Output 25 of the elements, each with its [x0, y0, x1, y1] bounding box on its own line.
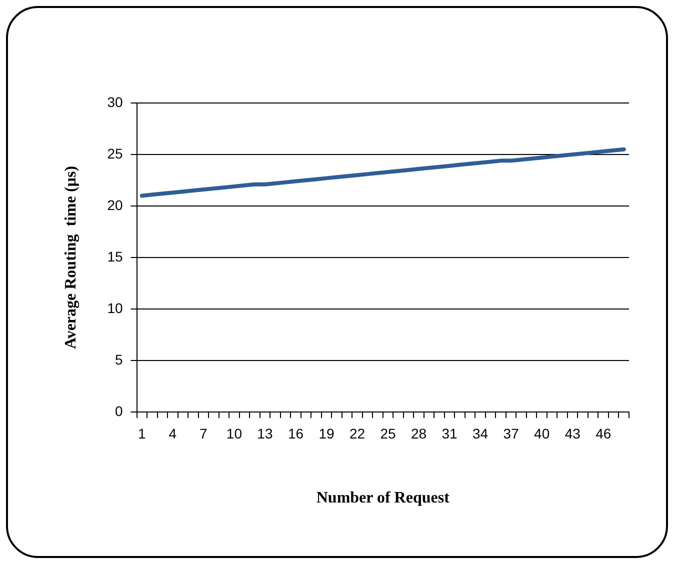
x-tick-label: 1 [138, 425, 146, 442]
x-tick-label: 28 [410, 425, 427, 442]
x-tick-label: 46 [596, 425, 612, 442]
x-axis-title: Number of Request [316, 490, 450, 507]
y-tick-label: 20 [107, 196, 123, 213]
x-tick-label: 10 [226, 425, 242, 442]
y-axis-title: Average Routing time (µs) [62, 166, 80, 350]
x-tick-label: 43 [564, 425, 581, 442]
x-tick-label: 19 [318, 425, 334, 442]
y-tick-label: 15 [107, 248, 123, 264]
x-tick-label: 22 [349, 425, 366, 442]
x-tick-label: 25 [380, 425, 396, 442]
y-tick-label: 30 [107, 94, 123, 110]
x-tick-label: 31 [442, 425, 458, 442]
y-tick-label: 25 [107, 145, 123, 162]
y-tick-label: 0 [114, 402, 123, 419]
x-tick-label: 37 [503, 425, 520, 442]
x-tick-label: 40 [534, 425, 550, 442]
x-tick-label: 16 [288, 425, 304, 442]
x-tick-label: 4 [168, 425, 177, 442]
x-tick-label: 34 [472, 425, 488, 442]
y-tick-label: 10 [107, 300, 123, 316]
x-tick-label: 13 [257, 425, 273, 442]
y-tick-label: 5 [114, 351, 123, 368]
x-tick-label: 7 [200, 425, 208, 442]
